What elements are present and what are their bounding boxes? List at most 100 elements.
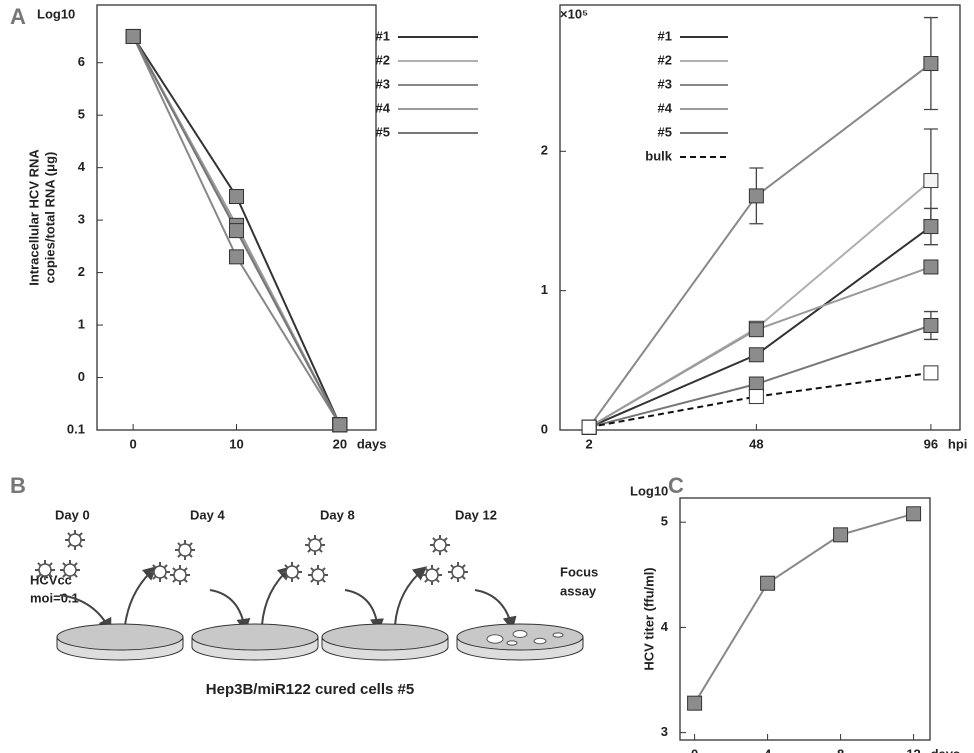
x-tick-label: 96 — [924, 436, 938, 451]
legend-label: #1 — [658, 28, 672, 43]
y-tick-label: 4 — [78, 159, 86, 174]
virus — [311, 568, 325, 582]
virus — [308, 538, 322, 552]
marker — [229, 249, 244, 265]
dish — [191, 623, 319, 651]
dish — [56, 623, 184, 651]
legend-label: #5 — [376, 124, 390, 139]
y-tick-label: 4 — [661, 619, 669, 634]
x-tick-label: 48 — [749, 436, 763, 451]
focus — [533, 637, 547, 645]
plot-frame — [679, 497, 931, 741]
y-tick-label: 2 — [541, 143, 548, 158]
y-tick-label: 3 — [78, 212, 85, 227]
day-label: Day 4 — [190, 507, 225, 522]
x-axis-label: hpi — [948, 436, 968, 451]
virus — [285, 565, 299, 579]
legend-label: #5 — [658, 124, 672, 139]
focus — [552, 632, 564, 638]
virus — [178, 543, 192, 557]
marker — [332, 417, 348, 433]
y-unit-label: ×10⁵ — [560, 6, 588, 21]
legend-label: #4 — [658, 100, 673, 115]
legend-label: #2 — [658, 52, 672, 67]
readout-label: Focus — [560, 564, 598, 579]
marker — [923, 259, 939, 275]
y-tick-label: 0.1 — [67, 421, 85, 436]
inoculum-label: moi=0.1 — [30, 590, 79, 605]
readout-label: assay — [560, 583, 597, 598]
marker — [687, 695, 703, 711]
marker — [923, 365, 939, 381]
y-tick-label: 6 — [78, 54, 85, 69]
legend-label: #3 — [376, 76, 390, 91]
virus — [425, 568, 439, 582]
marker — [748, 376, 764, 392]
y-tick-label: 3 — [661, 724, 668, 739]
focus — [512, 630, 528, 638]
legend-label: #4 — [376, 100, 391, 115]
y-tick-label: 5 — [78, 107, 85, 122]
marker — [581, 419, 597, 435]
marker — [923, 317, 939, 333]
marker — [923, 219, 939, 235]
panel-label: C — [668, 473, 684, 498]
x-tick-label: 2 — [585, 436, 592, 451]
y-tick-label: 0 — [78, 369, 85, 384]
panel-label: A — [10, 4, 26, 29]
virus — [173, 568, 187, 582]
legend-label: #1 — [376, 28, 390, 43]
legend-label: #3 — [658, 76, 672, 91]
plot-frame — [96, 4, 377, 431]
virus — [68, 533, 82, 547]
x-axis-label: days — [357, 436, 387, 451]
virus — [451, 565, 465, 579]
virus — [433, 538, 447, 552]
caption: Hep3B/miR122 cured cells #5 — [206, 681, 414, 698]
focus — [506, 640, 518, 646]
panel-label: B — [10, 473, 26, 498]
virus — [38, 563, 52, 577]
marker — [229, 189, 244, 205]
y-tick-label: 5 — [661, 514, 668, 529]
series-line — [588, 324, 932, 429]
y-unit-label: Log10 — [37, 6, 75, 21]
x-axis-label: days — [931, 746, 961, 753]
y-tick-label: 1 — [78, 316, 85, 331]
x-tick-label: 0 — [130, 436, 137, 451]
marker — [748, 188, 764, 204]
y-tick-label: 0 — [541, 421, 548, 436]
marker — [923, 173, 939, 189]
series-line — [693, 512, 914, 704]
marker — [906, 506, 922, 522]
day-label: Day 8 — [320, 507, 355, 522]
marker — [125, 28, 141, 44]
x-tick-label: 0 — [691, 746, 698, 753]
plot-frame — [559, 4, 961, 431]
day-label: Day 12 — [455, 507, 497, 522]
x-tick-label: 10 — [229, 436, 243, 451]
marker — [748, 322, 764, 338]
marker — [748, 389, 764, 405]
y-axis-label: Intracellular HCV RNA — [26, 149, 41, 286]
inoculum-label: HCVcc — [30, 572, 72, 587]
y-unit-label: Log10 — [630, 483, 668, 498]
series-line — [588, 62, 932, 428]
dish — [321, 623, 449, 651]
marker — [923, 56, 939, 72]
marker — [833, 527, 849, 543]
virus — [63, 563, 77, 577]
legend-label: bulk — [645, 148, 672, 163]
diagram: Day 0 Day 4 Day 8 Day 12 HCVcc moi=0.1 F… — [30, 507, 598, 698]
x-tick-label: 8 — [837, 746, 844, 753]
focus — [486, 634, 504, 644]
y-tick-label: 2 — [78, 264, 85, 279]
x-tick-label: 20 — [333, 436, 347, 451]
marker — [229, 223, 244, 239]
legend-label: #2 — [376, 52, 390, 67]
y-axis-label: HCV titer (ffu/ml) — [641, 567, 656, 670]
y-tick-label: 1 — [541, 282, 548, 297]
day-label: Day 0 — [55, 507, 90, 522]
x-tick-label: 12 — [906, 746, 920, 753]
